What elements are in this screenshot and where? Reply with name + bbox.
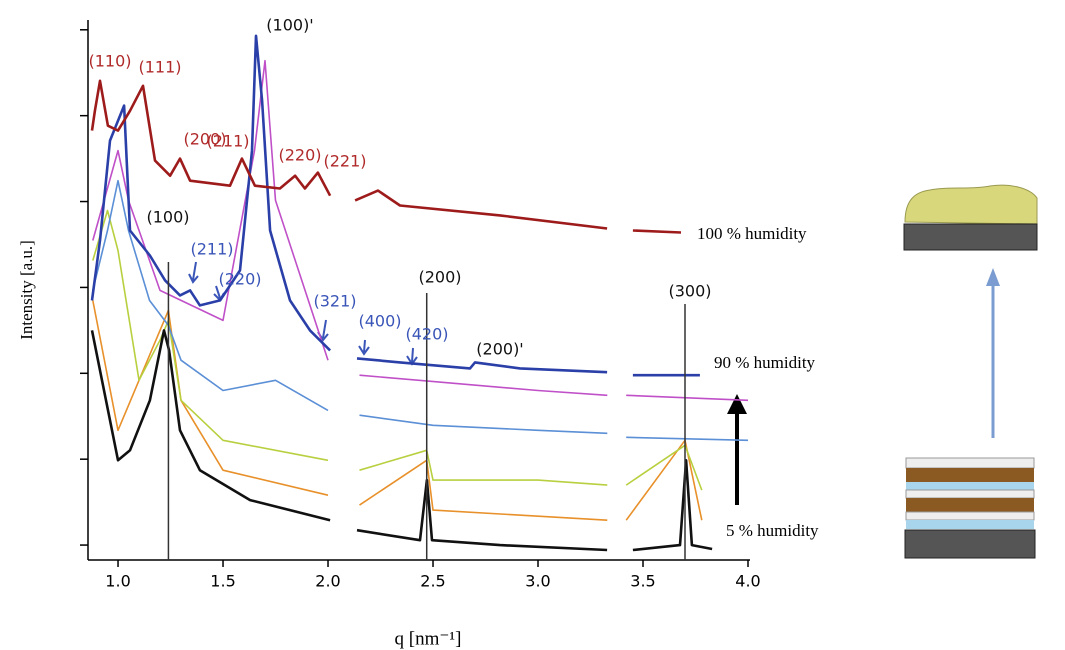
- x-axis-label: q [nm⁻¹]: [395, 628, 462, 649]
- peak-label: (110): [88, 52, 131, 71]
- peak-label: (220): [278, 146, 321, 165]
- series-label: 90 % humidity: [714, 353, 816, 372]
- peak-label: (221): [323, 152, 366, 171]
- peak-label: (420): [405, 325, 448, 344]
- peak-label: (111): [138, 58, 181, 77]
- curve: [92, 179, 749, 442]
- lipid-heads: [905, 511, 1035, 521]
- peak-label: (200): [183, 130, 226, 149]
- substrate: [903, 223, 1038, 251]
- peak-arrow: [406, 347, 418, 366]
- peak-label: (220): [218, 270, 261, 289]
- x-tick-label: 3.5: [630, 572, 655, 591]
- decorations: [188, 184, 1038, 559]
- curve: [92, 300, 703, 521]
- x-tick-label: 1.5: [210, 572, 235, 591]
- peak-label: (200)': [476, 340, 523, 359]
- y-axis-label: Intensity [a.u.]: [17, 240, 36, 340]
- water-layer: [906, 520, 1034, 529]
- lipid-tails: [906, 498, 1034, 512]
- peak-label: (211): [190, 240, 233, 259]
- curve: [90, 79, 682, 234]
- lipid-heads: [905, 457, 1035, 469]
- humidity-arrow-head: [727, 394, 747, 414]
- x-tick-label: 3.0: [525, 572, 550, 591]
- peak-arrow: [358, 339, 370, 356]
- peak-label: (300): [668, 282, 711, 301]
- curve: [90, 34, 700, 377]
- peak-arrow: [317, 319, 329, 342]
- curve: [90, 329, 713, 552]
- series-label: 5 % humidity: [726, 521, 819, 540]
- water-layer: [906, 482, 1034, 490]
- x-tick-label: 2.0: [315, 572, 340, 591]
- curve: [92, 209, 703, 491]
- x-tick-label: 1.0: [105, 572, 130, 591]
- peak-label: (100)': [266, 16, 313, 35]
- substrate: [904, 529, 1036, 559]
- peak-label: (211): [206, 132, 249, 151]
- peak-label: (321): [313, 292, 356, 311]
- peak-label: (200): [418, 268, 461, 287]
- curve: [92, 59, 749, 402]
- peak-label: (100): [146, 208, 189, 227]
- x-tick-label: 4.0: [735, 572, 760, 591]
- x-tick-label: 2.5: [420, 572, 445, 591]
- series-label: 100 % humidity: [697, 224, 807, 243]
- transition-arrow-head: [986, 268, 1000, 286]
- swollen-film: [904, 184, 1038, 225]
- lipid-heads: [905, 489, 1035, 499]
- peak-arrow: [188, 261, 199, 284]
- peak-label: (400): [358, 312, 401, 331]
- lipid-tails: [906, 468, 1034, 482]
